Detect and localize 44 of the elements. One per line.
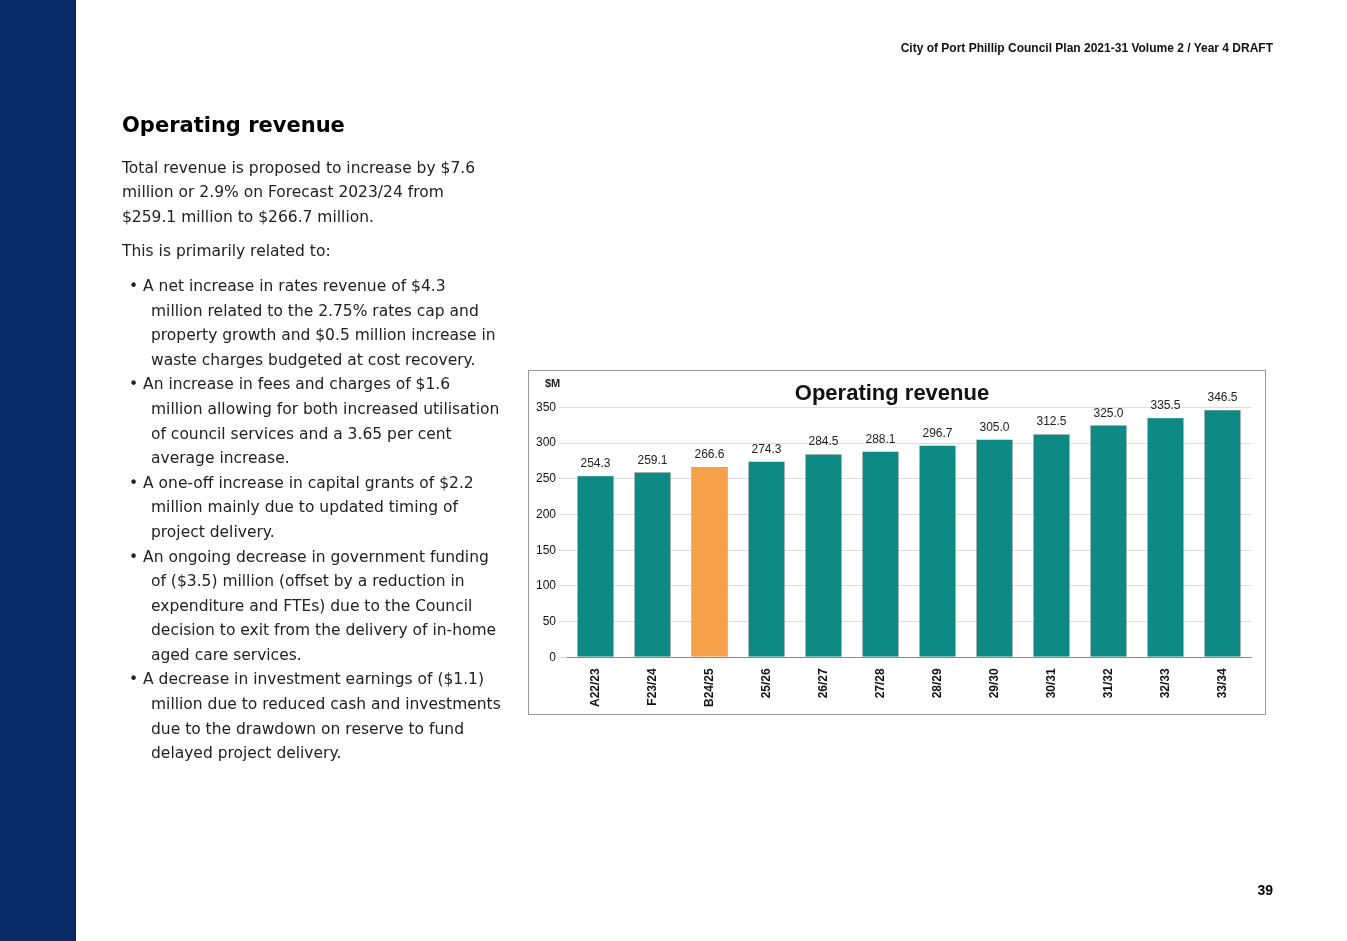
text: • A net increase in rates revenue of $4.3 million related to the 2.75% rates cap and property growth and $0.5 million increase in waste charges budgeted at cost recovery.: [128, 275, 497, 371]
data-label: 266.6: [694, 447, 725, 462]
x-tick-label: F23/24: [644, 667, 659, 706]
data-label: 259.1: [637, 452, 668, 467]
y-tick-label: 50: [542, 613, 557, 628]
data-label: 274.3: [751, 441, 782, 456]
data-label: 346.5: [1207, 390, 1238, 405]
y-tick-label: 0: [549, 649, 557, 664]
text: • A decrease in investment earnings of ($1.1) million due to reduced cash and investments due to the drawdown on reserve to fund delayed project delivery.: [128, 669, 502, 765]
y-tick-label: 150: [535, 542, 557, 557]
x-tick-label: 33/34: [1214, 667, 1229, 699]
data-label: 296.7: [922, 425, 953, 440]
y-tick-label: 250: [535, 471, 557, 486]
x-tick-label: 31/32: [1100, 667, 1115, 699]
data-label: 254.3: [580, 456, 611, 471]
x-tick-label: 28/29: [929, 667, 944, 699]
x-tick-label: 29/30: [986, 667, 1001, 699]
text: Operating revenue: [122, 113, 346, 138]
text: 39: [1257, 882, 1273, 898]
text: City of Port Phillip Council Plan 2021-31 Volume 2 / Year 4 DRAFT: [900, 41, 1273, 55]
data-label: 335.5: [1150, 398, 1181, 413]
x-tick-label: B24/25: [701, 667, 716, 708]
chart-title: Operating revenue: [794, 380, 990, 406]
x-tick-label: 27/28: [872, 667, 887, 699]
data-label: 284.5: [808, 434, 839, 449]
y-tick-label: 200: [535, 506, 557, 521]
y-tick-label: 350: [535, 399, 557, 414]
data-label: 305.0: [979, 419, 1010, 434]
data-label: 288.1: [865, 431, 896, 446]
x-tick-label: 25/26: [758, 667, 773, 699]
x-tick-label: 32/33: [1157, 667, 1172, 699]
x-tick-label: 26/27: [815, 667, 830, 699]
text: This is primarily related to:: [122, 241, 332, 263]
x-tick-label: 30/31: [1043, 667, 1058, 699]
x-tick-label: A22/23: [587, 667, 602, 708]
y-tick-label: 300: [535, 435, 557, 450]
y-tick-label: 100: [535, 578, 557, 593]
text: Total revenue is proposed to increase by $7.6 million or 2.9% on Forecast 2023/24 from $259.1 million to $266.7 million.: [122, 157, 477, 228]
data-label: 325.0: [1093, 405, 1124, 420]
text: • An ongoing decrease in government funding of ($3.5) million (offset by a reduction in expenditure and FTEs) due to the Council decision to exit from the delivery of in-home aged care services.: [128, 546, 498, 666]
data-label: 312.5: [1036, 414, 1067, 429]
text: • An increase in fees and charges of $1.6 million allowing for both increased utilisation of council services and a 3.65 per cent average increase.: [128, 374, 501, 470]
text: • A one-off increase in capital grants of $2.2 million mainly due to updated timing of project delivery.: [128, 472, 475, 543]
y-axis-title: $M: [545, 376, 561, 389]
